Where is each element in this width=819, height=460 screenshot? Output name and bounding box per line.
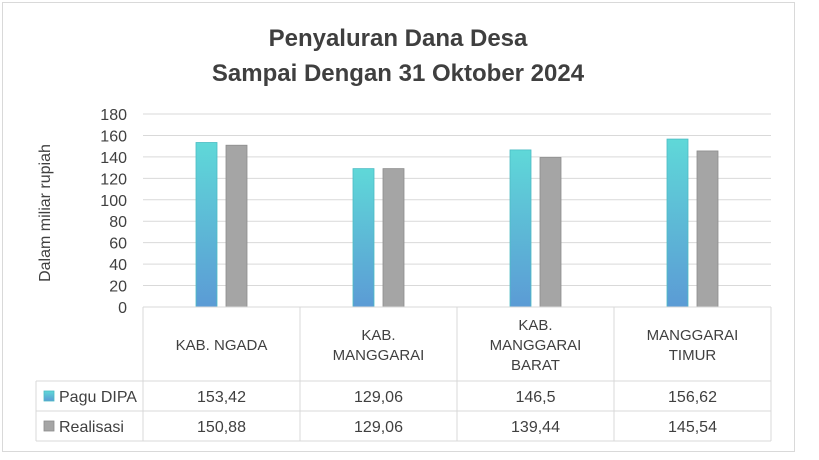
bar-pagu-dipa [509, 149, 532, 308]
y-tick-label: 20 [109, 279, 127, 296]
bar-pagu-dipa [352, 168, 375, 308]
legend-key-realisasi [43, 420, 55, 432]
y-tick-label: 40 [109, 257, 127, 274]
chart-frame: Penyaluran Dana Desa Sampai Dengan 31 Ok… [2, 2, 795, 452]
y-tick-labels: 0 20 40 60 80 100 120 140 160 180 [100, 107, 127, 317]
category-label: KAB. NGADA [176, 337, 268, 354]
data-table: KAB. NGADA KAB. MANGGARAI KAB. MANGGARAI BARA… [35, 306, 772, 442]
y-tick-label: 180 [100, 107, 127, 124]
y-tick-label: 120 [100, 171, 127, 188]
category-label: KAB. MANGGARAI [333, 327, 425, 364]
category-label: KAB. MANGGARAI BARAT [490, 317, 582, 374]
chart-svg: Penyaluran Dana Desa Sampai Dengan 31 Ok… [35, 25, 772, 442]
y-tick-label: 100 [100, 193, 127, 210]
data-label: 156,62 [668, 389, 717, 406]
y-tick-label: 160 [100, 128, 127, 145]
data-label: 150,88 [197, 419, 246, 436]
chart-title-line-1: Penyaluran Dana Desa [269, 25, 528, 52]
chart-title-line-2: Sampai Dengan 31 Oktober 2024 [212, 60, 585, 87]
data-label: 139,44 [511, 419, 560, 436]
y-tick-label: 140 [100, 150, 127, 167]
data-label: 145,54 [668, 419, 717, 436]
bar-pagu-dipa [195, 142, 218, 308]
data-label: 153,42 [197, 389, 246, 406]
y-tick-label: 80 [109, 214, 127, 231]
legend-label: Realisasi [59, 419, 124, 436]
gridlines [143, 113, 771, 287]
bar-pagu-dipa [666, 138, 689, 308]
y-tick-label: 0 [118, 300, 127, 317]
legend-label: Pagu DIPA [59, 389, 137, 406]
bar-realisasi [696, 150, 719, 308]
y-axis-label: Dalam miliar rupiah [37, 144, 54, 282]
bar-realisasi [382, 168, 405, 308]
data-label: 129,06 [354, 389, 403, 406]
data-label: 146,5 [515, 389, 555, 406]
y-tick-label: 60 [109, 236, 127, 253]
legend-key-pagu-dipa [43, 390, 55, 402]
bar-realisasi [225, 144, 248, 308]
bars [195, 138, 719, 308]
bar-realisasi [539, 157, 562, 308]
category-label: MANGGARAI TIMUR [647, 327, 739, 364]
data-label: 129,06 [354, 419, 403, 436]
